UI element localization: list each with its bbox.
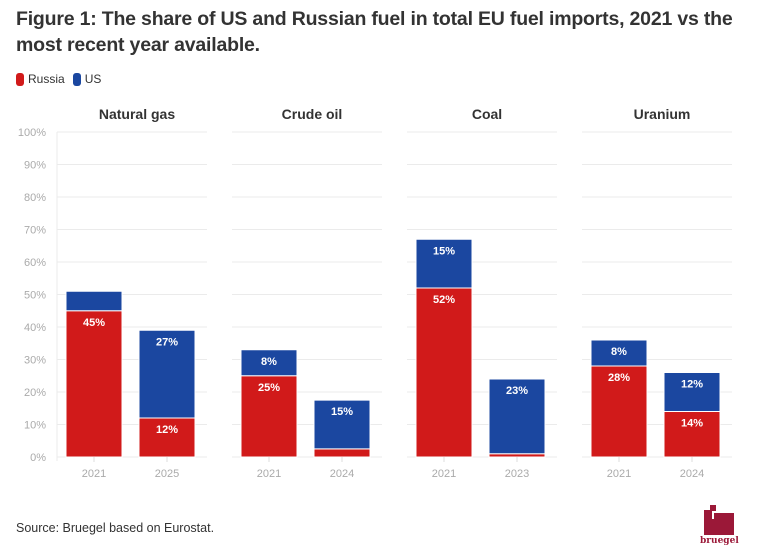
x-tick-label: 2021 [432, 468, 456, 480]
bar-segment-russia [590, 365, 648, 458]
legend-label-russia: Russia [28, 72, 65, 86]
y-tick-label: 80% [24, 192, 46, 204]
bar-segment-us [663, 372, 721, 412]
bar-segment-russia [313, 448, 371, 458]
y-tick-label: 40% [24, 322, 46, 334]
x-tick-label: 2023 [505, 468, 529, 480]
y-tick-label: 10% [24, 420, 46, 432]
bar-segment-us [65, 290, 123, 312]
legend-item-russia: Russia [16, 72, 65, 86]
bar-segment-us [590, 339, 648, 367]
data-label: 12% [156, 424, 178, 436]
panel-title: Coal [472, 106, 502, 122]
bar-segment-us [313, 399, 371, 450]
y-tick-label: 70% [24, 225, 46, 237]
legend: Russia US [16, 72, 109, 86]
panel-title: Crude oil [282, 106, 343, 122]
panel-title: Natural gas [99, 106, 175, 122]
x-tick-label: 2025 [155, 468, 179, 480]
y-tick-label: 20% [24, 387, 46, 399]
bruegel-logo-icon [704, 505, 734, 535]
x-tick-label: 2021 [257, 468, 281, 480]
y-tick-label: 50% [24, 290, 46, 302]
data-label: 52% [433, 294, 455, 306]
data-label: 27% [156, 336, 178, 348]
bruegel-logo-text: bruegel [700, 536, 739, 546]
bar-segment-us [138, 329, 196, 419]
bar-segment-us [415, 238, 473, 289]
data-label: 23% [506, 385, 528, 397]
chart-title: Figure 1: The share of US and Russian fu… [16, 8, 733, 56]
bar-segment-russia [65, 310, 123, 458]
data-label: 15% [433, 245, 455, 257]
legend-label-us: US [84, 72, 102, 86]
y-tick-label: 30% [24, 355, 46, 367]
x-tick-label: 2024 [680, 468, 704, 480]
y-tick-label: 100% [18, 127, 46, 139]
legend-swatch-russia [16, 72, 24, 86]
y-tick-label: 60% [24, 257, 46, 269]
data-label: 14% [681, 418, 703, 430]
x-tick-label: 2021 [82, 468, 106, 480]
y-tick-label: 90% [24, 160, 46, 172]
bar-segment-russia [415, 287, 473, 458]
legend-item-us: US [72, 72, 102, 86]
x-tick-label: 2021 [607, 468, 631, 480]
bar-segment-us [488, 378, 546, 455]
data-label: 28% [608, 372, 630, 384]
data-label: 25% [258, 382, 280, 394]
bruegel-logo: bruegel [700, 505, 739, 547]
bar-segment-us [240, 349, 298, 377]
bar-segment-russia [138, 417, 196, 458]
x-tick-label: 2024 [330, 468, 354, 480]
data-label: 8% [261, 356, 277, 368]
chart-area: 0% 10% 20% 30% 40% 50% 60% 70% 80% 90% 100% Natural… [18, 106, 732, 480]
data-label: 15% [331, 406, 353, 418]
legend-swatch-us [72, 72, 81, 86]
y-tick-label: 0% [30, 452, 46, 464]
panel-title: Uranium [634, 106, 691, 122]
source-note: Source: Bruegel based on Eurostat. [16, 521, 215, 535]
data-label: 12% [681, 379, 703, 391]
data-label: 8% [611, 346, 627, 358]
bar-segment-russia [663, 411, 721, 458]
data-label: 45% [83, 317, 105, 329]
